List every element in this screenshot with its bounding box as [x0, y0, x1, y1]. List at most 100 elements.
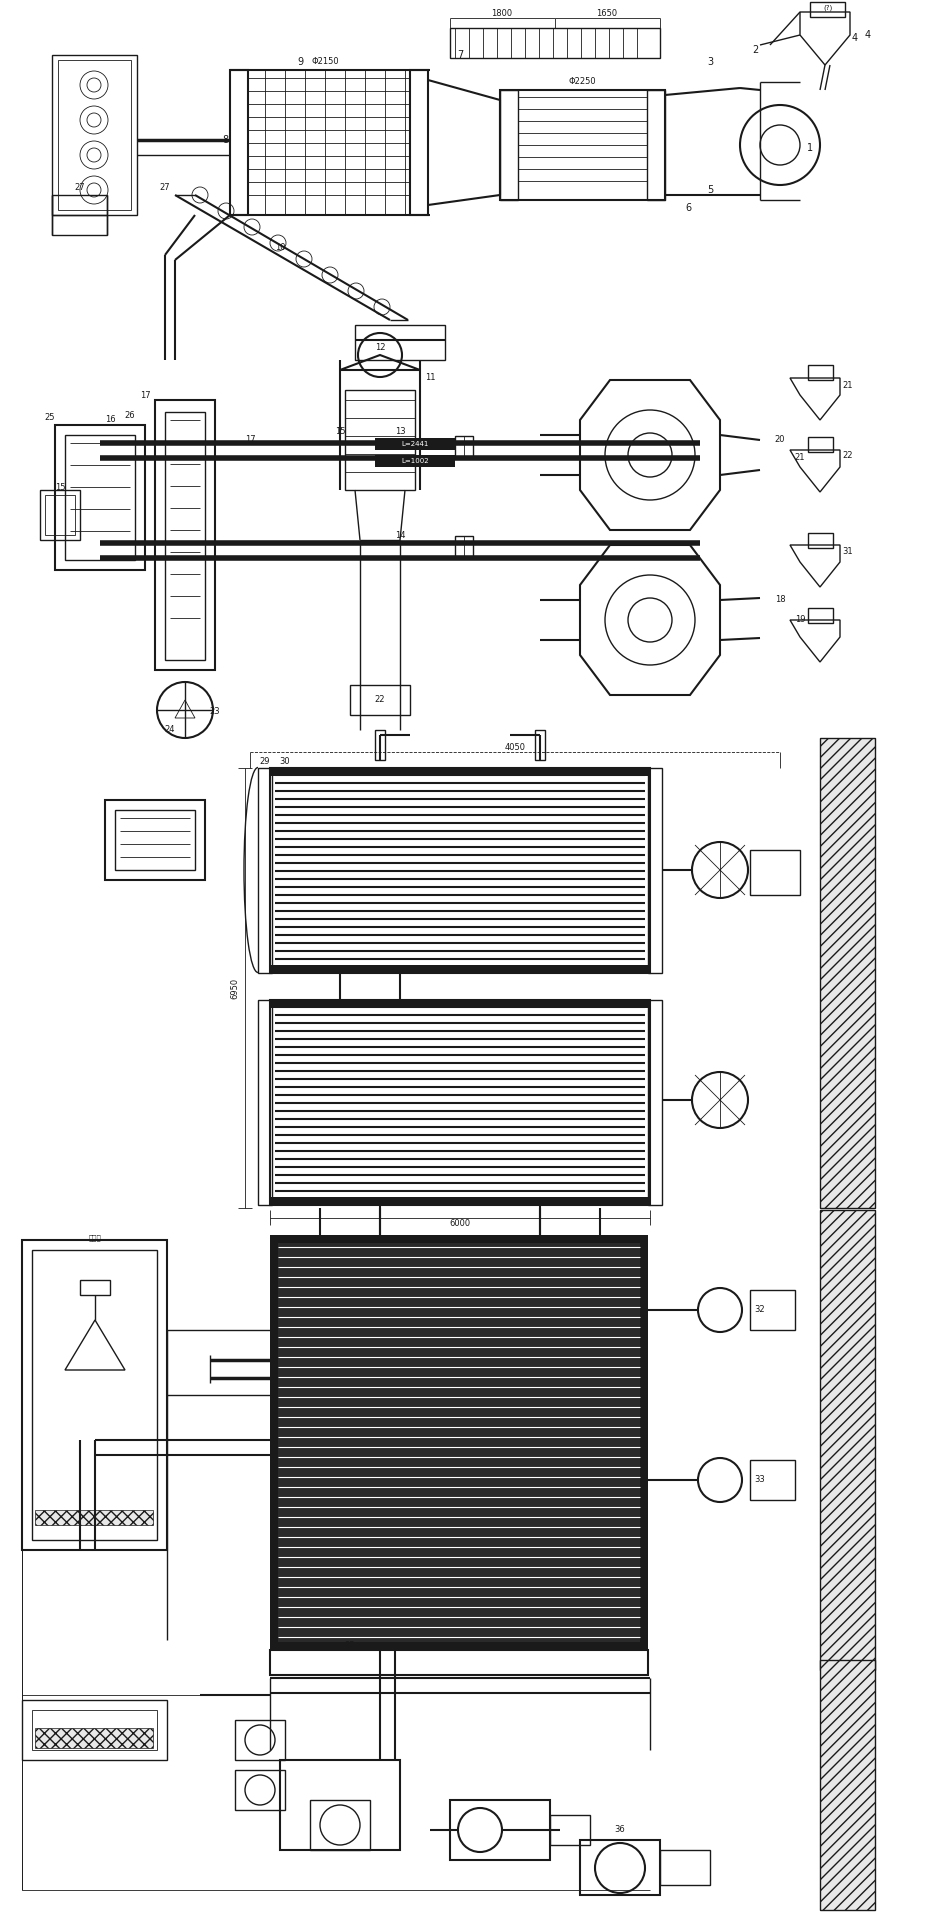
Bar [22, 1240, 167, 1550]
Bar [115, 809, 195, 870]
Bar [258, 767, 272, 974]
Bar [270, 1651, 648, 1676]
Text: 23: 23 [210, 708, 220, 717]
Bar [35, 1727, 153, 1748]
Bar [280, 1760, 400, 1850]
Bar [235, 1720, 285, 1760]
Text: 20: 20 [775, 436, 785, 444]
Text: 30: 30 [280, 758, 290, 767]
Bar [55, 425, 145, 570]
Bar [52, 195, 107, 235]
Text: 17: 17 [140, 390, 150, 400]
Bar [105, 800, 205, 880]
Text: 22: 22 [843, 450, 854, 459]
Text: 6950: 6950 [230, 978, 240, 999]
Text: 13: 13 [395, 427, 405, 436]
Bar [648, 1000, 662, 1205]
Bar [820, 738, 875, 1207]
Bar [80, 1280, 110, 1295]
Text: 26: 26 [125, 411, 135, 419]
Text: 14: 14 [395, 532, 405, 541]
Bar [750, 1289, 795, 1330]
Bar [640, 1236, 648, 1651]
Bar [270, 1000, 650, 1205]
Text: 15: 15 [335, 427, 345, 436]
Bar [350, 685, 410, 715]
Bar [32, 1249, 157, 1540]
Bar [808, 365, 833, 381]
Text: 33: 33 [755, 1475, 765, 1484]
Text: 10: 10 [274, 243, 285, 253]
Bar [647, 90, 665, 201]
Bar [270, 1641, 648, 1651]
Text: 27: 27 [74, 184, 86, 193]
Text: 8: 8 [222, 136, 228, 145]
Text: 35: 35 [345, 1641, 355, 1649]
Text: 24: 24 [164, 725, 175, 735]
Text: 18: 18 [775, 595, 785, 605]
Bar [32, 1710, 157, 1750]
Bar [810, 2, 845, 17]
Bar [375, 455, 455, 467]
Bar [500, 90, 665, 201]
Text: L=1002: L=1002 [401, 457, 429, 465]
Bar [355, 325, 445, 360]
Bar [660, 1850, 710, 1884]
Text: 4: 4 [865, 31, 871, 40]
Bar [410, 71, 428, 214]
Bar [270, 964, 650, 974]
Text: 1650: 1650 [597, 10, 618, 19]
Text: 36: 36 [615, 1825, 625, 1835]
Text: 11: 11 [425, 373, 435, 383]
Bar [820, 1660, 875, 1909]
Bar [450, 29, 660, 57]
Text: 3: 3 [707, 57, 713, 67]
Bar [155, 400, 215, 670]
Bar [278, 1243, 640, 1641]
Text: 12: 12 [375, 344, 385, 352]
Bar [270, 1236, 648, 1243]
Bar [820, 1211, 875, 1670]
Bar [45, 495, 75, 536]
Text: 5: 5 [707, 186, 713, 195]
Text: 6000: 6000 [449, 1219, 471, 1228]
Bar [375, 438, 455, 450]
Text: 32: 32 [755, 1305, 765, 1314]
Text: 16: 16 [104, 415, 116, 425]
Bar [22, 1701, 167, 1760]
Bar [58, 59, 131, 210]
Bar [820, 738, 875, 1207]
Bar [310, 1800, 370, 1850]
Bar [648, 767, 662, 974]
Text: 21: 21 [794, 453, 806, 463]
Text: L=2441: L=2441 [401, 442, 429, 448]
Bar [455, 536, 473, 559]
Bar [165, 411, 205, 660]
Text: 9: 9 [297, 57, 303, 67]
Bar [270, 767, 650, 974]
Bar [500, 90, 518, 201]
Bar [550, 1815, 590, 1844]
Text: Φ2250: Φ2250 [568, 78, 596, 86]
Bar [535, 731, 545, 759]
Text: 25: 25 [45, 413, 55, 423]
Text: 1: 1 [807, 143, 813, 153]
Text: 22: 22 [375, 696, 385, 704]
Text: 7: 7 [457, 50, 463, 59]
Text: 6: 6 [685, 203, 691, 212]
Bar [808, 608, 833, 624]
Bar [270, 767, 650, 777]
Bar [270, 1236, 278, 1651]
Bar [375, 731, 385, 759]
Bar [230, 71, 248, 214]
Bar [820, 1211, 875, 1670]
Bar [270, 1198, 650, 1205]
Bar [808, 436, 833, 451]
Text: 2: 2 [752, 46, 759, 55]
Bar [65, 434, 135, 561]
Text: 31: 31 [842, 547, 854, 557]
Text: 15: 15 [55, 484, 65, 492]
Text: Φ2150: Φ2150 [311, 57, 338, 67]
Bar [750, 1460, 795, 1500]
Text: 27: 27 [160, 184, 170, 193]
